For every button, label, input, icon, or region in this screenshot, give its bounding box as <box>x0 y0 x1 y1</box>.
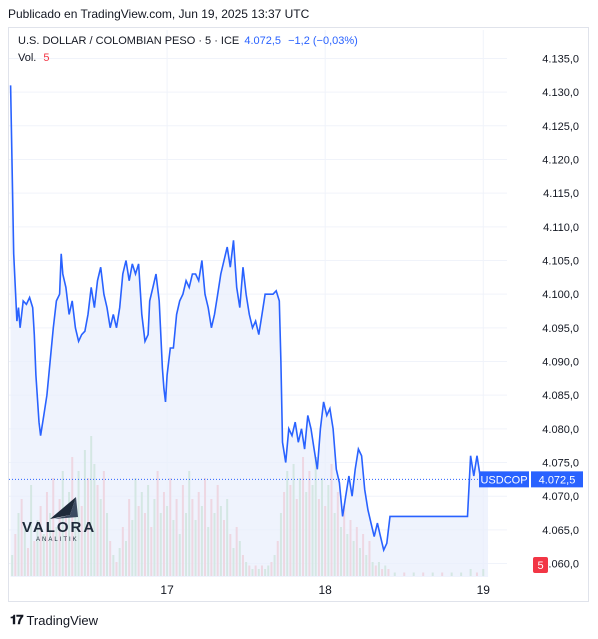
y-tick-label: 4.085,0 <box>542 390 579 402</box>
price-axis: 4.135,0 4.130,0 4.125,0 4.120,0 4.115,0 4.110… <box>542 53 579 570</box>
y-tick-label: 4.080,0 <box>542 424 579 436</box>
y-tick-label: 4.135,0 <box>542 53 579 65</box>
chart-legend: U.S. DOLLAR / COLOMBIAN PESO · 5 · ICE 4… <box>18 35 358 47</box>
valora-logo-icon <box>50 497 78 519</box>
price-area <box>10 85 489 578</box>
y-tick-label: 4.070,0 <box>542 491 579 503</box>
x-tick-label: 19 <box>477 583 491 597</box>
y-tick-label: 4.130,0 <box>542 87 579 99</box>
symbol-badge-text: USDCOP <box>480 474 527 486</box>
y-tick-label: 4.125,0 <box>542 121 579 133</box>
y-tick-label: 4.060,0 <box>542 559 579 571</box>
volume-legend: Vol. 5 <box>18 52 50 64</box>
y-tick-label: 4.120,0 <box>542 154 579 166</box>
volume-badge-text: 5 <box>537 560 543 572</box>
price-badge <box>531 471 583 488</box>
valora-name: VALORA <box>22 519 97 536</box>
symbol-badge <box>479 471 529 488</box>
tradingview-name: TradingView <box>26 612 99 628</box>
y-tick-label: 4.110,0 <box>543 222 579 234</box>
price-change: −1,2 (−0,03%) <box>288 35 358 47</box>
y-tick-label: 4.115,0 <box>543 188 579 200</box>
tradingview-footer[interactable]: 𝟏𝟕 TradingView <box>10 612 98 628</box>
x-tick-label: 18 <box>319 583 333 597</box>
y-tick-label: 4.095,0 <box>542 323 579 335</box>
volume-label: Vol. <box>18 52 37 64</box>
price-line <box>9 85 488 553</box>
last-price-label: USDCOP 4.072,5 5 <box>9 471 583 573</box>
time-axis: 17 18 19 <box>160 583 490 597</box>
chart-frame <box>8 27 589 602</box>
y-tick-label: 4.075,0 <box>542 458 579 470</box>
y-tick-label: 4.090,0 <box>542 357 579 369</box>
volume-badge <box>533 557 548 573</box>
y-tick-label: 4.105,0 <box>542 255 579 267</box>
y-tick-label: 4.100,0 <box>542 289 579 301</box>
x-tick-label: 17 <box>160 583 174 597</box>
symbol-title: U.S. DOLLAR / COLOMBIAN PESO · 5 · ICE <box>18 35 240 47</box>
published-caption: Publicado en TradingView.com, Jun 19, 20… <box>8 7 310 21</box>
last-price: 4.072,5 <box>244 35 282 47</box>
volume-value: 5 <box>43 52 50 64</box>
price-badge-text: 4.072,5 <box>539 474 576 486</box>
tradingview-logo-icon: 𝟏𝟕 <box>10 612 24 627</box>
y-tick-label: 4.065,0 <box>542 525 579 537</box>
valora-sub: ANALITIK <box>36 537 79 543</box>
